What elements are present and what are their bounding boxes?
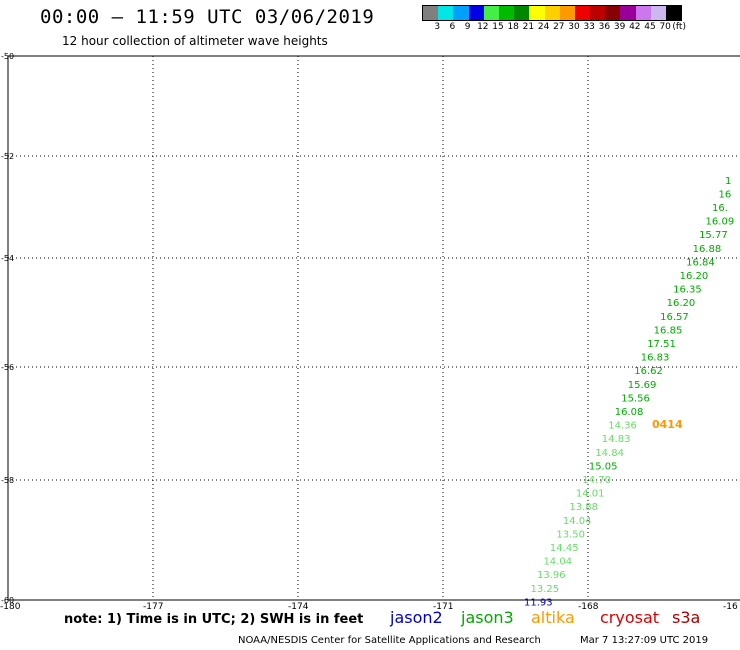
map-gridlines <box>7 55 740 601</box>
color-swatch <box>666 6 682 20</box>
wave-height-observation: 14.04 <box>563 516 592 527</box>
color-legend-label: 27 <box>553 22 565 32</box>
wave-height-observation: 16.83 <box>641 353 670 364</box>
wave-height-observation: 16.09 <box>706 217 735 228</box>
color-swatch <box>559 6 575 20</box>
longitude-label: -177 <box>143 602 163 610</box>
color-legend-label: 36 <box>598 22 611 32</box>
color-legend-label: 3 <box>434 22 441 32</box>
color-swatch <box>453 6 469 20</box>
wave-height-observation: 15.77 <box>699 230 728 241</box>
satellite-legend-jason3: jason3 <box>461 608 514 627</box>
wave-height-observation: 14.83 <box>602 434 631 445</box>
latitude-label: -54 <box>1 254 14 263</box>
wave-height-observation: 14.70 <box>582 475 611 486</box>
color-legend-label: 45 <box>644 22 656 32</box>
wave-height-observation: 16.20 <box>667 298 696 309</box>
credit-text: NOAA/NESDIS Center for Satellite Applica… <box>238 635 541 646</box>
altimeter-track-observations: 1 16 16. 16.09 15.77 16.88 16.84 16.20 16.35 16.2… <box>524 176 734 609</box>
color-legend-label: 9 <box>464 22 471 32</box>
wave-height-observation: 16.85 <box>654 325 683 336</box>
color-legend-label: 15 <box>492 22 504 32</box>
wave-height-observation: 15.05 <box>589 461 618 472</box>
latitude-label: -50 <box>1 52 14 61</box>
color-swatch <box>574 6 591 20</box>
latitude-label: -56 <box>1 363 14 372</box>
color-swatch <box>590 6 606 20</box>
wave-height-observation: 14.84 <box>595 448 624 459</box>
satellite-legend-altika: altika <box>531 608 575 627</box>
latitude-label: -60 <box>1 596 14 605</box>
color-swatch <box>620 6 636 20</box>
color-swatch <box>544 6 560 20</box>
wave-height-observation: 13.50 <box>556 529 585 540</box>
color-swatch <box>514 6 530 20</box>
longitude-label: -180 <box>0 602 21 610</box>
wave-height-observation: 16.57 <box>660 312 689 323</box>
color-legend-label: 70 <box>659 22 671 32</box>
wave-height-observation: 16.88 <box>693 244 722 255</box>
wave-height-observation: 11.93 <box>524 597 553 608</box>
latitude-label: -52 <box>1 152 14 161</box>
color-legend-label: 12 <box>477 22 489 32</box>
color-legend-label: (ft) <box>672 22 686 32</box>
color-swatch <box>483 6 499 20</box>
note-text: note: 1) Time is in UTC; 2) SWH is in fe… <box>64 612 364 627</box>
color-legend-label: 18 <box>507 22 519 32</box>
wave-height-observation: 14.01 <box>576 489 605 500</box>
color-swatch <box>605 6 621 20</box>
color-legend-label: 39 <box>613 22 626 32</box>
satellite-legend-cryosat: cryosat <box>600 608 660 627</box>
satellite-legend-jason2: jason2 <box>390 608 443 627</box>
wave-height-observation: 16.35 <box>673 285 702 296</box>
color-legend-label: 24 <box>537 22 550 32</box>
color-legend-label: 6 <box>449 22 456 32</box>
color-swatch <box>635 6 651 20</box>
color-swatch <box>498 6 515 20</box>
map-title: 00:00 – 11:59 UTC 03/06/2019 <box>40 6 375 28</box>
color-swatch <box>423 6 439 20</box>
color-swatch <box>529 6 545 20</box>
satellite-legend-s3a: s3a <box>672 608 701 627</box>
wave-height-observation: 16.08 <box>615 407 644 418</box>
cycle-label: 0414 <box>652 418 683 431</box>
longitude-label: -171 <box>433 602 453 610</box>
wave-height-observation: 14.45 <box>550 543 579 554</box>
wave-height-observation: 13.25 <box>530 584 559 595</box>
wave-height-observation: 16.62 <box>634 366 663 377</box>
wave-height-map: -50-52-54-56-58-60 -180 -177 -174 -171 -168-… <box>0 52 740 610</box>
longitude-label: -16 <box>723 602 738 610</box>
color-legend-label: 21 <box>522 22 535 32</box>
color-legend-labels: 3 6 9 12 15 18 21 24 27 30 33 36 39 42 45 70 (ft) <box>422 22 740 34</box>
wave-height-observation: 14.36 <box>608 421 637 432</box>
wave-height-observation: 14.04 <box>543 557 572 568</box>
longitude-label: -174 <box>288 602 309 610</box>
color-swatch <box>650 6 666 20</box>
wave-height-observation: 16 <box>719 189 732 200</box>
wave-height-observation: 1 <box>725 176 731 187</box>
color-swatch <box>438 6 454 20</box>
color-legend-label: 30 <box>568 22 580 32</box>
latitude-labels: -50 -52 -54 -56 -58 -60 <box>1 52 14 605</box>
wave-height-observation: 13.96 <box>537 570 566 581</box>
wave-height-color-legend <box>422 5 683 21</box>
color-swatch <box>468 6 484 20</box>
wave-height-observation: 16. <box>712 203 728 214</box>
color-legend-label: 33 <box>583 22 595 32</box>
wave-height-observation: 13.88 <box>569 502 598 513</box>
wave-height-observation: 16.84 <box>686 257 715 268</box>
wave-height-observation: 15.56 <box>621 393 650 404</box>
longitude-label: -168 <box>578 602 599 610</box>
latitude-label: -58 <box>1 476 14 485</box>
wave-height-observation: 17.51 <box>647 339 676 350</box>
longitude-labels: -180 -177 -174 -171 -168 -16 <box>0 602 738 610</box>
wave-height-observation: 15.69 <box>628 380 657 391</box>
wave-height-observation: 16.20 <box>680 271 709 282</box>
generation-timestamp: Mar 7 13:27:09 UTC 2019 <box>580 635 709 646</box>
map-subtitle: 12 hour collection of altimeter wave hei… <box>62 34 328 48</box>
color-legend-label: 42 <box>629 22 641 32</box>
